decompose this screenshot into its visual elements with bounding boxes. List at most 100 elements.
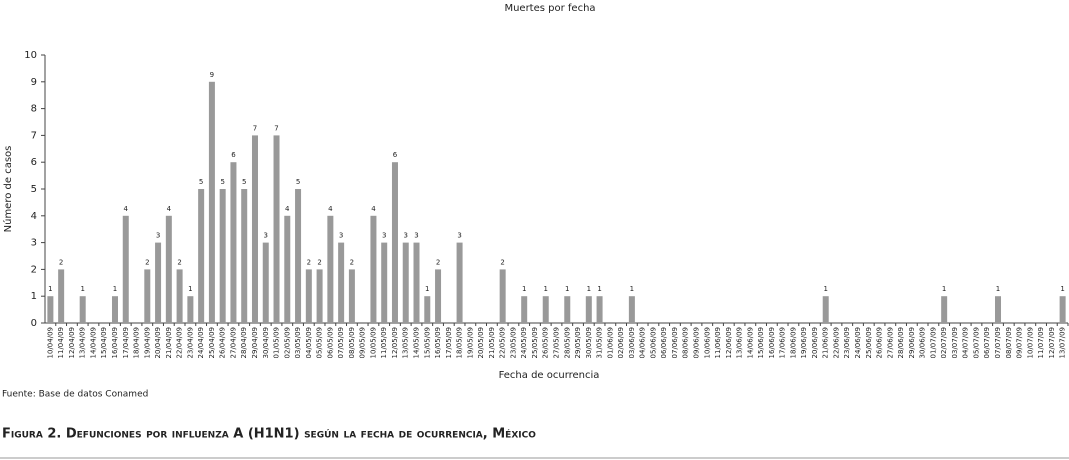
y-tick-label: 9 [31, 77, 37, 88]
y-axis-label: Número de casos [2, 146, 14, 233]
bar [499, 269, 506, 323]
bar [251, 135, 258, 323]
x-tick-label: 14/04/09 [89, 327, 97, 358]
x-tick-label: 28/05/09 [563, 327, 571, 358]
x-tick-label: 03/06/09 [628, 327, 636, 358]
x-tick-label: 29/06/09 [908, 327, 916, 358]
x-tick-label: 27/04/09 [229, 327, 237, 358]
x-tick-label: 07/07/09 [994, 327, 1002, 358]
x-tick-label: 22/05/09 [499, 327, 507, 358]
data-label: 4 [285, 205, 290, 213]
bar [111, 296, 118, 323]
x-tick-label: 29/05/09 [574, 327, 582, 358]
data-label: 1 [587, 285, 591, 293]
bar [187, 296, 194, 323]
data-label: 2 [436, 258, 440, 266]
x-tick-label: 14/06/09 [746, 327, 754, 358]
x-tick-label: 09/06/09 [692, 327, 700, 358]
bar [413, 242, 420, 323]
x-tick-label: 27/05/09 [553, 327, 561, 358]
bar [995, 296, 1002, 323]
bar [822, 296, 829, 323]
x-tick-label: 11/04/09 [57, 327, 65, 358]
x-tick-label: 05/06/09 [649, 327, 657, 358]
data-label: 1 [942, 285, 946, 293]
x-tick-label: 17/05/09 [445, 327, 453, 358]
data-label: 1 [630, 285, 634, 293]
x-tick-label: 26/05/09 [542, 327, 550, 358]
x-tick-label: 20/04/09 [154, 327, 162, 358]
bar [47, 296, 54, 323]
x-tick-label: 20/06/09 [811, 327, 819, 358]
data-label: 1 [597, 285, 601, 293]
data-label: 7 [253, 124, 257, 132]
x-tick-label: 22/04/09 [176, 327, 184, 358]
data-label: 9 [210, 71, 214, 79]
x-tick-label: 29/04/09 [251, 327, 259, 358]
x-tick-label: 30/06/09 [919, 327, 927, 358]
x-tick-label: 13/07/09 [1059, 327, 1067, 358]
y-tick-label: 10 [24, 50, 37, 61]
x-tick-label: 20/05/09 [477, 327, 485, 358]
x-tick-label: 10/07/09 [1026, 327, 1034, 358]
x-tick-label: 19/05/09 [466, 327, 474, 358]
bar [1059, 296, 1066, 323]
x-tick-label: 08/07/09 [1005, 327, 1013, 358]
bar [596, 296, 603, 323]
bar [424, 296, 431, 323]
x-tick-label: 18/06/09 [789, 327, 797, 358]
x-tick-label: 19/06/09 [800, 327, 808, 358]
x-tick-label: 15/04/09 [100, 327, 108, 358]
data-label: 6 [393, 151, 398, 159]
y-tick-label: 3 [31, 238, 37, 249]
bar [295, 189, 302, 323]
x-tick-label: 25/06/09 [865, 327, 873, 358]
x-tick-label: 16/05/09 [434, 327, 442, 358]
x-tick-label: 22/06/09 [832, 327, 840, 358]
x-tick-label: 13/06/09 [736, 327, 744, 358]
x-tick-label: 27/06/09 [886, 327, 894, 358]
x-tick-label: 04/05/09 [305, 327, 313, 358]
x-tick-label: 18/04/09 [133, 327, 141, 358]
data-label: 5 [296, 178, 300, 186]
x-tick-label: 21/06/09 [822, 327, 830, 358]
data-label: 1 [565, 285, 569, 293]
data-label: 2 [500, 258, 504, 266]
data-label: 3 [382, 232, 386, 240]
bar [564, 296, 571, 323]
y-tick-label: 4 [31, 211, 37, 222]
y-tick-label: 0 [31, 318, 37, 329]
bar [402, 242, 409, 323]
data-label: 4 [371, 205, 376, 213]
bar [456, 242, 463, 323]
data-label: 1 [80, 285, 84, 293]
data-label: 1 [543, 285, 547, 293]
x-tick-label: 09/07/09 [1016, 327, 1024, 358]
data-label: 7 [274, 124, 278, 132]
x-tick-label: 03/07/09 [951, 327, 959, 358]
data-label: 5 [242, 178, 246, 186]
bar [208, 81, 215, 323]
x-tick-label: 10/05/09 [369, 327, 377, 358]
x-tick-label: 21/05/09 [488, 327, 496, 358]
data-label: 6 [231, 151, 236, 159]
x-tick-label: 16/04/09 [111, 327, 119, 358]
x-tick-label: 12/04/09 [68, 327, 76, 358]
data-label: 2 [59, 258, 63, 266]
bar [338, 242, 345, 323]
x-tick-label: 02/06/09 [617, 327, 625, 358]
data-label: 1 [522, 285, 526, 293]
x-tick-label: 03/05/09 [294, 327, 302, 358]
x-tick-label: 31/05/09 [596, 327, 604, 358]
data-label: 3 [156, 232, 160, 240]
x-tick-label: 12/07/09 [1048, 327, 1056, 358]
bar [79, 296, 86, 323]
x-tick-label: 25/04/09 [208, 327, 216, 358]
x-tick-label: 02/05/09 [283, 327, 291, 358]
x-tick-label: 17/06/09 [779, 327, 787, 358]
bar [370, 215, 377, 323]
x-tick-label: 25/05/09 [531, 327, 539, 358]
x-tick-label: 05/07/09 [972, 327, 980, 358]
bar [327, 215, 334, 323]
data-label: 2 [307, 258, 311, 266]
